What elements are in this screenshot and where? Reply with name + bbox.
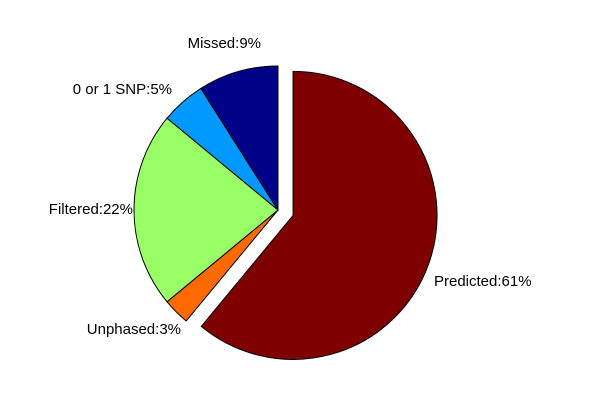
slice-label-predicted: Predicted:61% <box>434 273 532 290</box>
pie-slices <box>133 65 438 360</box>
slice-label-unphased: Unphased:3% <box>87 321 181 338</box>
pie-slice-2 <box>133 117 279 303</box>
pie-labels: Predicted:61% Unphased:3% Filtered:22% 0… <box>49 35 532 338</box>
pie-slice-4 <box>200 65 279 212</box>
slice-label-missed: Missed:9% <box>188 35 261 52</box>
slice-label-0-or-1-snp: 0 or 1 SNP:5% <box>73 81 172 98</box>
slice-label-filtered: Filtered:22% <box>49 201 133 218</box>
pie-slice-0 <box>200 70 438 360</box>
